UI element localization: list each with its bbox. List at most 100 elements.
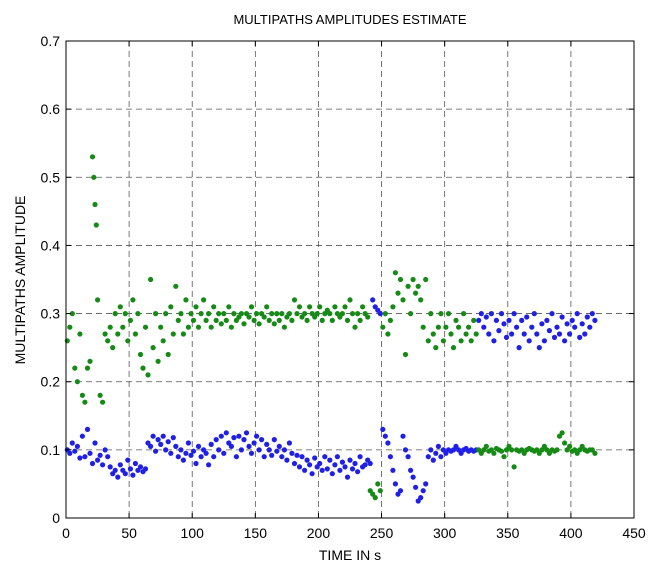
data-point [231, 311, 237, 317]
data-point [276, 443, 282, 449]
data-point [140, 365, 146, 371]
data-point [529, 324, 535, 330]
data-point [168, 450, 174, 456]
data-point [211, 304, 217, 310]
data-point [178, 447, 184, 453]
data-point [95, 457, 101, 463]
data-point [397, 276, 404, 283]
data-point [509, 331, 515, 337]
data-point [324, 466, 330, 472]
data-point [87, 358, 93, 364]
x-axis-label: TIME IN s [319, 547, 381, 563]
data-point [95, 297, 101, 303]
data-point [208, 324, 214, 330]
data-point [79, 433, 85, 439]
data-point [115, 331, 121, 337]
data-point [339, 311, 345, 317]
data-point [551, 334, 558, 340]
data-point [203, 317, 209, 323]
data-point [317, 460, 323, 467]
data-point [423, 481, 429, 487]
data-point [556, 331, 563, 337]
data-point [112, 311, 118, 317]
data-point [142, 466, 149, 472]
data-point [180, 331, 186, 337]
data-point [190, 317, 197, 323]
data-point [536, 345, 542, 351]
data-point [153, 448, 159, 454]
y-tick-label: 0 [52, 510, 60, 526]
data-point [188, 452, 194, 458]
data-point [281, 324, 287, 330]
data-point [491, 450, 497, 456]
data-point [132, 331, 138, 337]
data-point [269, 311, 275, 317]
data-point [160, 433, 166, 439]
data-point [77, 455, 83, 461]
data-point [397, 488, 404, 494]
data-point [218, 321, 224, 327]
data-point [296, 464, 303, 470]
data-point [582, 331, 588, 337]
data-point [365, 314, 371, 320]
data-point [493, 317, 499, 323]
data-point [125, 457, 131, 463]
data-point [175, 317, 181, 323]
data-point [501, 454, 507, 460]
x-axis-ticks: 0 50 100 150 200 250 300 350 400 450 [62, 41, 646, 541]
data-point [117, 304, 123, 310]
data-point [445, 311, 452, 317]
data-point [344, 474, 351, 480]
data-point [584, 314, 590, 320]
data-point [107, 464, 113, 470]
data-point [347, 457, 353, 463]
data-point [483, 443, 489, 449]
data-point [218, 433, 224, 439]
data-point [491, 338, 497, 344]
data-point [423, 276, 429, 283]
data-point [163, 447, 169, 453]
data-point [185, 440, 191, 446]
data-point [408, 311, 414, 317]
x-tick-label: 50 [121, 525, 137, 541]
data-point [130, 297, 136, 303]
data-point [261, 314, 267, 320]
data-point [387, 317, 393, 323]
data-point [355, 311, 361, 317]
data-point [302, 467, 308, 473]
data-point [302, 311, 308, 317]
data-point [332, 462, 338, 468]
data-point [342, 464, 348, 470]
data-point [481, 324, 487, 330]
data-point [195, 443, 202, 449]
data-point [587, 324, 593, 330]
data-point [418, 495, 424, 501]
data-point [395, 290, 401, 296]
data-point [208, 441, 214, 447]
data-point [223, 430, 229, 436]
data-point [228, 443, 234, 449]
data-point [360, 304, 366, 310]
data-point [438, 454, 444, 460]
data-point [155, 437, 161, 443]
data-point [319, 467, 325, 473]
data-point [102, 331, 108, 337]
data-point [435, 324, 441, 330]
data-point [251, 317, 257, 323]
data-point [279, 454, 285, 460]
x-tick-label: 250 [370, 525, 394, 541]
data-point [137, 464, 144, 470]
data-point [74, 379, 80, 385]
data-point [266, 447, 272, 453]
data-point [248, 450, 255, 456]
data-point [405, 283, 411, 289]
data-point [231, 435, 237, 441]
data-point [153, 311, 159, 317]
data-point [375, 481, 381, 487]
data-point [554, 324, 560, 330]
data-point [236, 433, 242, 439]
data-point [248, 304, 255, 310]
data-point [352, 324, 358, 330]
chart-title: MULTIPATHS AMPLITUDES ESTIMATE [233, 12, 466, 27]
data-point [198, 311, 204, 317]
